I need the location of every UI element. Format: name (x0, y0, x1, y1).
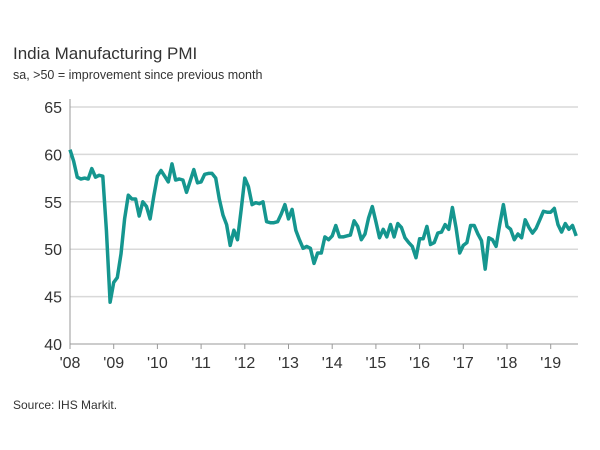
y-tick-label: 60 (44, 147, 62, 164)
x-tick-label: '19 (540, 355, 561, 372)
x-tick-label: '10 (147, 355, 168, 372)
x-tick-label: '12 (234, 355, 255, 372)
x-tick-label: '17 (453, 355, 474, 372)
x-tick-label: '09 (103, 355, 124, 372)
y-tick-label: 55 (44, 195, 62, 212)
chart-title: India Manufacturing PMI (13, 44, 198, 63)
x-tick-label: '08 (60, 355, 81, 372)
y-tick-label: 45 (44, 290, 62, 307)
y-tick-label: 65 (44, 100, 62, 117)
source-note: Source: IHS Markit. (13, 398, 118, 412)
x-tick-label: '11 (191, 355, 211, 372)
chart-subtitle: sa, >50 = improvement since previous mon… (13, 68, 263, 82)
pmi-series-line (68, 149, 578, 305)
y-tick-label: 40 (44, 337, 62, 354)
x-tick-label: '16 (409, 355, 430, 372)
y-tick-label: 50 (44, 242, 62, 259)
x-tick-label: '18 (497, 355, 518, 372)
x-tick-label: '13 (278, 355, 299, 372)
x-tick-label: '15 (365, 355, 386, 372)
x-tick-label: '14 (322, 355, 343, 372)
